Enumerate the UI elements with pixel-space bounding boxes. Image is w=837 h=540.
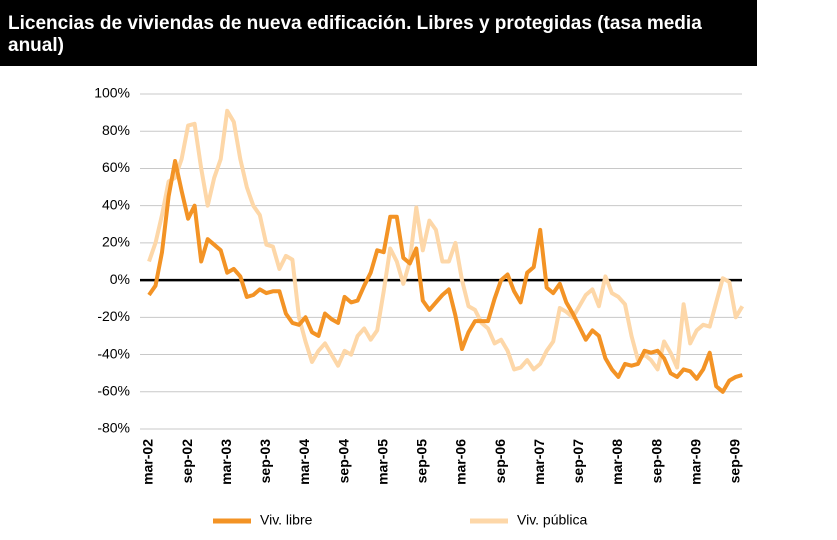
x-tick-label: sep-04 bbox=[335, 439, 351, 484]
x-tick-label: mar-07 bbox=[531, 439, 547, 485]
x-tick-label: sep-09 bbox=[727, 439, 743, 484]
x-tick-label: sep-02 bbox=[179, 439, 195, 484]
chart-title: Licencias de viviendas de nueva edificac… bbox=[0, 0, 757, 66]
x-tick-label: mar-09 bbox=[687, 439, 703, 485]
x-tick-label: sep-03 bbox=[257, 439, 273, 484]
y-tick-label: -60% bbox=[97, 382, 130, 398]
x-tick-label: sep-08 bbox=[648, 439, 664, 484]
x-tick-label: mar-08 bbox=[609, 439, 625, 485]
x-tick-label: mar-05 bbox=[374, 439, 390, 485]
x-tick-label: mar-06 bbox=[453, 439, 469, 485]
x-tick-label: sep-07 bbox=[570, 439, 586, 484]
x-tick-label: mar-03 bbox=[218, 439, 234, 485]
y-tick-label: 40% bbox=[102, 196, 130, 212]
y-tick-label: 80% bbox=[102, 122, 130, 138]
series-line bbox=[147, 159, 743, 394]
y-tick-label: 0% bbox=[110, 271, 130, 287]
y-tick-label: -20% bbox=[97, 308, 130, 324]
y-tick-label: 60% bbox=[102, 159, 130, 175]
legend-label: Viv. libre bbox=[260, 512, 313, 528]
x-tick-label: mar-02 bbox=[140, 439, 156, 485]
y-tick-label: -40% bbox=[97, 345, 130, 361]
y-tick-label: 20% bbox=[102, 234, 130, 250]
series-line bbox=[147, 108, 745, 372]
x-tick-label: sep-06 bbox=[492, 439, 508, 484]
x-tick-label: mar-04 bbox=[296, 439, 312, 485]
y-tick-label: -80% bbox=[97, 420, 130, 436]
legend-label: Viv. pública bbox=[517, 512, 588, 528]
y-tick-label: 100% bbox=[94, 85, 130, 101]
x-tick-label: sep-05 bbox=[414, 439, 430, 484]
